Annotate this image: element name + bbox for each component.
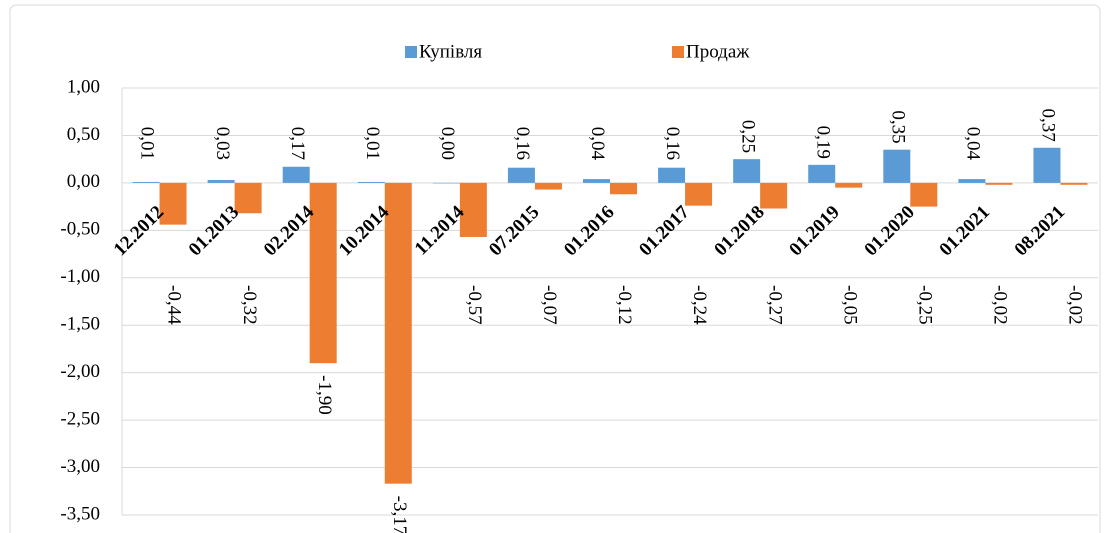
data-label: -0,24 (689, 285, 710, 325)
y-tick-label: -1,00 (60, 266, 100, 287)
data-label: 0,19 (812, 126, 833, 159)
data-label: -0,44 (164, 285, 185, 325)
y-tick-label: -2,50 (60, 408, 100, 429)
bar (309, 182, 337, 364)
y-tick-label: -2,00 (60, 361, 100, 382)
bar (384, 182, 412, 484)
data-label: 0,35 (887, 110, 908, 143)
data-label: -0,12 (614, 285, 635, 325)
bar (507, 167, 535, 183)
data-label: 0,16 (662, 127, 683, 160)
data-label: 0,25 (737, 120, 758, 153)
legend-swatch (672, 46, 684, 58)
y-tick-label: -0,50 (60, 219, 100, 240)
data-label: -0,05 (839, 285, 860, 325)
data-label: 0,16 (512, 127, 533, 160)
bar (958, 179, 986, 183)
bar (234, 182, 262, 214)
bar (432, 182, 460, 184)
data-label: 0,01 (137, 127, 158, 160)
data-label: -0,02 (990, 285, 1011, 325)
data-label: -3,17 (389, 496, 410, 533)
data-label: -0,02 (1065, 285, 1086, 325)
bar (760, 182, 788, 209)
bar (1060, 182, 1088, 185)
data-label: -0,25 (914, 285, 935, 325)
legend-swatch (405, 46, 417, 58)
bar (685, 182, 713, 206)
bar (610, 182, 637, 195)
data-label: -0,27 (764, 285, 785, 325)
legend-label: Купівля (419, 41, 482, 62)
y-tick-label: -3,00 (60, 456, 100, 477)
bar (1033, 147, 1061, 183)
data-label: 0,17 (287, 127, 308, 160)
y-tick-label: 0,00 (67, 171, 100, 192)
bar (985, 182, 1013, 185)
y-tick-label: -3,50 (60, 503, 100, 524)
data-label: 0,03 (212, 127, 233, 160)
bar (282, 166, 310, 183)
bar (883, 149, 911, 183)
bar (583, 179, 610, 183)
bar (808, 164, 836, 183)
legend-label: Продаж (686, 41, 750, 62)
bar (910, 182, 938, 207)
data-label: 0,04 (963, 127, 984, 161)
bar (658, 167, 686, 183)
data-label: 0,00 (437, 127, 458, 160)
data-label: -0,57 (464, 285, 485, 325)
chart-border (9, 4, 1101, 533)
bar (357, 181, 385, 183)
bar (733, 159, 761, 183)
bar (534, 182, 562, 190)
bar (459, 182, 487, 237)
y-tick-label: 0,50 (67, 124, 100, 145)
data-label: 0,04 (587, 127, 608, 161)
data-label: 0,01 (362, 127, 383, 160)
bar (159, 182, 187, 225)
y-tick-label: -1,50 (60, 314, 100, 335)
data-label: -1,90 (314, 375, 335, 415)
data-label: -0,07 (539, 285, 560, 325)
y-tick-label: 1,00 (67, 76, 100, 97)
data-label: 0,37 (1038, 109, 1059, 142)
data-label: -0,32 (239, 285, 260, 325)
bar (835, 182, 863, 188)
bar (207, 180, 235, 183)
bar (132, 181, 160, 183)
